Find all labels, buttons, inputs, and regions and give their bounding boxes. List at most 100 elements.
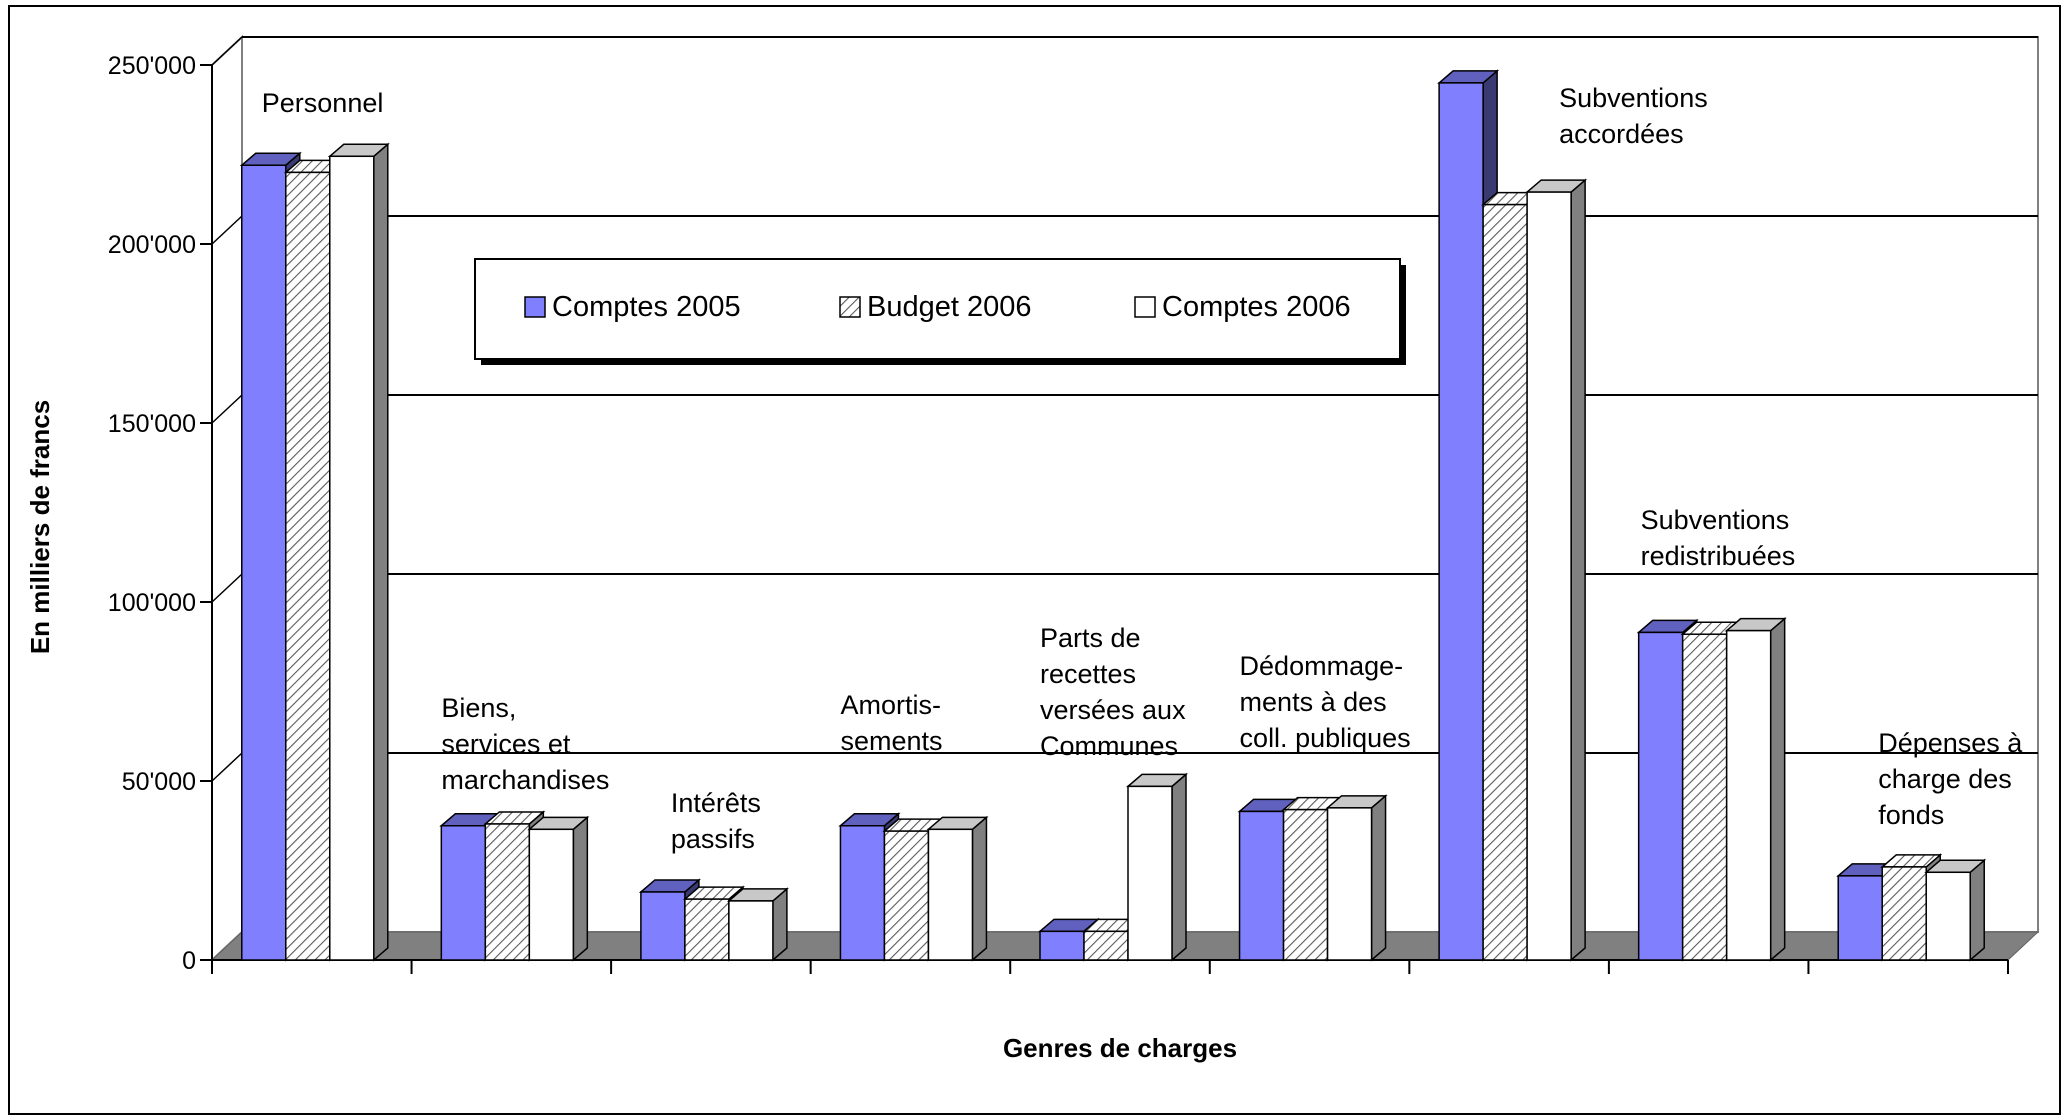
bar-front bbox=[1725, 629, 1772, 961]
bar-front bbox=[1482, 203, 1528, 961]
bar-front bbox=[927, 828, 974, 961]
bar bbox=[1281, 796, 1344, 962]
category-label: Personnel bbox=[262, 88, 384, 118]
bar bbox=[1125, 772, 1189, 962]
legend-label: Budget 2006 bbox=[867, 291, 1031, 323]
bar-side bbox=[1769, 617, 1786, 962]
bar-front bbox=[1039, 930, 1085, 961]
bar-chart: 0 50'000 100'000 150'000 200'000 250'000 Pers… bbox=[25, 34, 2040, 1063]
bar bbox=[1724, 617, 1787, 962]
bar-front bbox=[285, 171, 331, 961]
bar-front bbox=[1438, 82, 1484, 961]
bar-front bbox=[528, 828, 575, 961]
bar-front bbox=[1526, 191, 1572, 961]
category-label: Intérêts passifs bbox=[671, 788, 761, 854]
category-label-line: Subventions bbox=[1559, 83, 1708, 113]
legend-swatch bbox=[1134, 296, 1156, 318]
bar-front bbox=[1127, 785, 1173, 961]
category-label-line: Personnel bbox=[262, 88, 384, 118]
bar-side bbox=[572, 815, 589, 962]
bar-front bbox=[1681, 633, 1728, 961]
y-axis-title: En milliers de francs bbox=[25, 400, 55, 654]
category-label: Dédommage-ments à des coll. publiques bbox=[1240, 651, 1411, 753]
category-label-line: passifs bbox=[671, 824, 755, 854]
category-label-line: recettes bbox=[1040, 659, 1136, 689]
legend-label: Comptes 2005 bbox=[552, 291, 741, 323]
category-label: Amortis-sements bbox=[840, 690, 942, 756]
y-tick-label: 150'000 bbox=[108, 410, 196, 438]
bar-front bbox=[1637, 631, 1684, 961]
bar bbox=[926, 815, 989, 962]
category-label-line: Dédommage- bbox=[1240, 651, 1404, 681]
category-label-line: services et bbox=[441, 729, 571, 759]
bar bbox=[1325, 794, 1388, 962]
category-label-line: Dépenses à bbox=[1878, 728, 2023, 758]
gridline-side bbox=[211, 573, 243, 603]
chart-frame: 0 50'000 100'000 150'000 200'000 250'000 Pers… bbox=[8, 5, 2061, 1115]
category-label-line: Communes bbox=[1040, 731, 1178, 761]
category-label-line: versées aux bbox=[1040, 695, 1186, 725]
legend-box bbox=[474, 258, 1401, 360]
category-label-line: Amortis- bbox=[840, 690, 941, 720]
category-label: Subventions redistribuées bbox=[1641, 505, 1796, 571]
bar-front bbox=[839, 825, 886, 961]
gridline-side bbox=[211, 752, 243, 782]
chart-bars bbox=[239, 69, 1987, 962]
y-tick-label: 250'000 bbox=[108, 52, 196, 80]
category-label-line: Intérêts bbox=[671, 788, 761, 818]
category-label-line: fonds bbox=[1878, 800, 1944, 830]
bar bbox=[327, 142, 390, 962]
category-label-line: ments à des bbox=[1240, 687, 1387, 717]
bar-side bbox=[971, 815, 988, 962]
bar-side bbox=[1570, 178, 1586, 962]
bar bbox=[527, 815, 590, 962]
bar-front bbox=[640, 891, 686, 961]
legend-swatch bbox=[524, 296, 546, 318]
category-label: Biens, services et marchandises bbox=[441, 693, 609, 795]
bar-front bbox=[728, 900, 774, 961]
bar-front bbox=[241, 164, 287, 961]
category-label: Dépenses à charge des fonds bbox=[1878, 728, 2023, 830]
bar-side bbox=[373, 142, 389, 962]
bar-front bbox=[1083, 930, 1129, 961]
category-label: Parts de recettes versées aux Communes bbox=[1040, 623, 1186, 761]
y-tick-label: 50'000 bbox=[122, 768, 196, 796]
bar-front bbox=[1326, 807, 1373, 961]
bar-front bbox=[1837, 875, 1883, 961]
bar-front bbox=[1925, 871, 1971, 961]
y-tick-label: 100'000 bbox=[108, 589, 196, 617]
category-label-line: coll. publiques bbox=[1240, 723, 1411, 753]
bar-side bbox=[1171, 772, 1187, 962]
gridline-side bbox=[211, 215, 243, 245]
bar bbox=[1924, 858, 1987, 962]
legend-label: Comptes 2006 bbox=[1162, 291, 1351, 323]
category-label-line: redistribuées bbox=[1641, 541, 1796, 571]
bar-front bbox=[684, 898, 730, 961]
bar-front bbox=[484, 823, 531, 961]
bar bbox=[1525, 178, 1588, 962]
bar-front bbox=[440, 825, 487, 961]
category-label-line: marchandises bbox=[441, 765, 609, 795]
x-axis-title: Genres de charges bbox=[1003, 1033, 1237, 1063]
bar-side bbox=[1370, 794, 1387, 962]
category-label-line: accordées bbox=[1559, 119, 1684, 149]
legend-swatch bbox=[839, 296, 861, 318]
category-label-line: Subventions bbox=[1641, 505, 1790, 535]
bar-front bbox=[883, 830, 930, 961]
category-label-line: charge des bbox=[1878, 764, 2012, 794]
side-wall bbox=[211, 34, 243, 963]
category-label-line: Biens, bbox=[441, 693, 516, 723]
category-label-line: Parts de bbox=[1040, 623, 1141, 653]
bar bbox=[726, 887, 789, 962]
category-label-line: sements bbox=[840, 726, 942, 756]
bar-front bbox=[1881, 866, 1927, 961]
category-label: Subventions accordées bbox=[1559, 83, 1708, 149]
bar-front bbox=[1238, 810, 1285, 961]
category-labels: Personnel Biens, services et marchandises In… bbox=[262, 83, 2024, 854]
bar-front bbox=[329, 155, 375, 961]
bar-front bbox=[1282, 808, 1329, 961]
y-tick-label: 0 bbox=[182, 947, 196, 975]
bar-side bbox=[1969, 858, 1985, 962]
gridline-side bbox=[211, 36, 243, 66]
chart-legend: Comptes 2005 Budget 2006 Comptes 2006 bbox=[474, 258, 1406, 365]
